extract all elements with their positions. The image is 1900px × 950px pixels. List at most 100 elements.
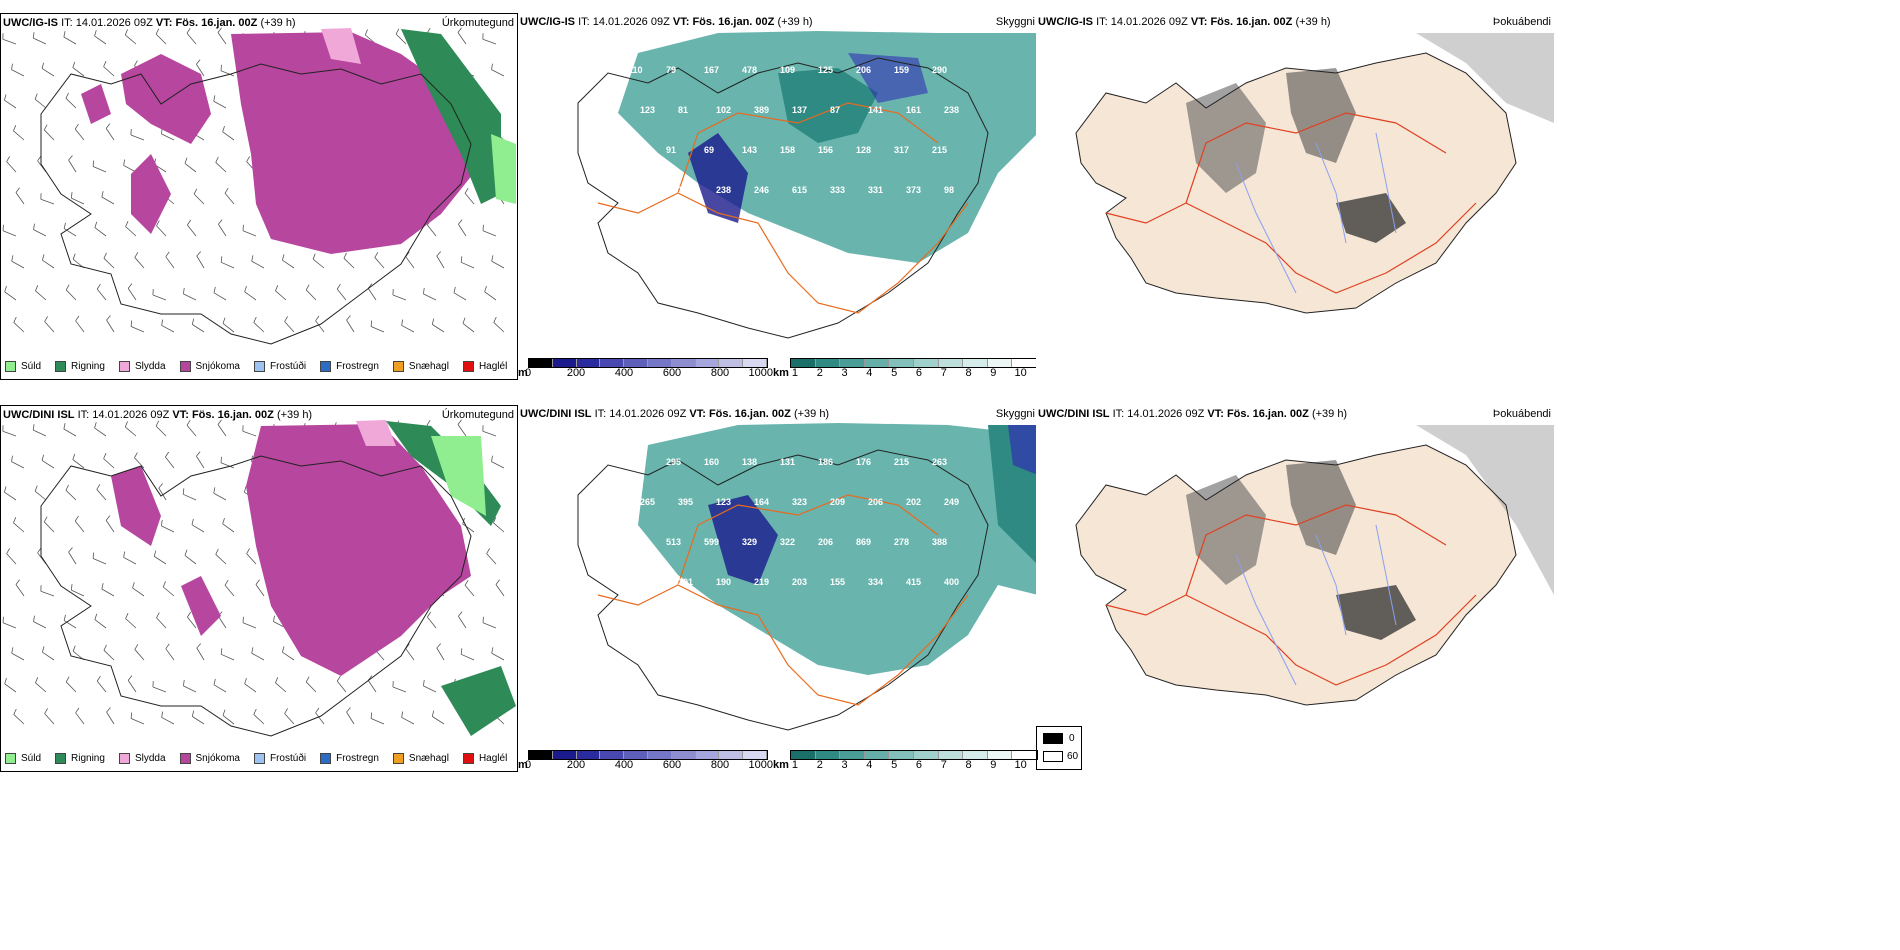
road-network — [597, 494, 969, 706]
wind-barb-feather — [130, 320, 133, 327]
wind-barb-feather — [68, 547, 73, 553]
product-title: Þokuábendi — [1492, 408, 1551, 420]
wind-barb — [432, 716, 445, 725]
wind-barb — [464, 585, 475, 597]
visibility-value-label: 160 — [704, 457, 719, 467]
wind-barb — [155, 33, 167, 45]
wind-barb-feather — [312, 253, 316, 260]
wind-barb — [71, 589, 85, 597]
wind-barb — [96, 680, 107, 693]
cloud-legend: 0 60 — [1036, 726, 1082, 770]
visibility-value-label: 599 — [704, 537, 719, 547]
product-title: Úrkomutegund — [441, 17, 514, 29]
wind-barb — [284, 321, 295, 333]
wind-barb-feather — [251, 647, 254, 654]
fog-shade — [1286, 68, 1356, 163]
wind-barb — [103, 458, 115, 469]
wind-barb — [35, 682, 47, 693]
wind-barb-feather — [165, 643, 170, 649]
visibility-value-label: 138 — [742, 457, 757, 467]
wind-barb-feather — [191, 518, 194, 525]
wind-barb-feather — [72, 453, 76, 460]
precip-legend: Súld Rigning Slydda Snjókoma Frostúði Fr… — [5, 361, 507, 372]
wind-barb — [312, 258, 325, 269]
low-visibility-area — [778, 68, 878, 143]
wind-barb-feather — [153, 550, 157, 557]
wind-barb — [218, 616, 227, 629]
fog-shade — [1336, 585, 1416, 640]
visibility-value-label: 389 — [754, 105, 769, 115]
snow-area — [246, 424, 471, 676]
fog-shade — [1416, 33, 1554, 123]
wind-barb — [436, 647, 445, 661]
wind-barb — [191, 524, 205, 533]
snow-area — [111, 466, 161, 546]
wind-barb — [130, 134, 145, 141]
wind-barb — [94, 619, 107, 629]
wind-barb-feather — [96, 283, 101, 290]
visibility-colorbar: km 1 2 3 4 5 6 7 8 9 10 — [773, 750, 1038, 772]
wind-barb — [251, 260, 265, 269]
visibility-value-label: 265 — [640, 497, 655, 507]
visibility-value-label: 128 — [856, 145, 871, 155]
snow-area — [231, 32, 481, 254]
rain-area — [441, 666, 516, 736]
wind-barb — [183, 493, 197, 501]
wind-barb-feather — [282, 254, 285, 261]
visibility-value-label: 206 — [856, 65, 871, 75]
wind-barb-feather — [33, 615, 35, 622]
wind-barb-feather — [453, 286, 456, 293]
wind-barb-feather — [218, 219, 223, 225]
wind-barb — [253, 322, 265, 333]
wind-barb-feather — [484, 285, 487, 292]
wind-barb — [42, 259, 55, 269]
wind-barb — [187, 224, 197, 237]
wind-barb-feather — [33, 223, 35, 230]
wind-barb — [65, 97, 77, 109]
wind-barb-feather — [187, 611, 192, 618]
wind-barb — [432, 324, 445, 333]
wind-barb-feather — [124, 29, 128, 36]
visibility-value-label: 249 — [944, 497, 959, 507]
wind-barb-feather — [4, 94, 7, 101]
wind-barb — [41, 460, 55, 469]
wind-barb-feather — [43, 124, 48, 131]
visibility-value-label: 400 — [944, 577, 959, 587]
wind-barb — [94, 427, 107, 437]
wind-barb-feather — [72, 253, 76, 260]
wind-barb — [346, 711, 355, 725]
wind-barb-feather — [70, 192, 73, 199]
iceland-coastline — [1075, 444, 1517, 706]
wind-barb — [96, 489, 107, 501]
visibility-value-label: 159 — [894, 65, 909, 75]
wind-barb — [246, 553, 257, 565]
drizzle-area — [431, 436, 486, 516]
wind-barb — [105, 128, 115, 141]
wind-barb — [13, 322, 25, 333]
low-ceiling-area — [848, 53, 928, 103]
visibility-map: 250 295 160 138 131 186 176 215 263 265 395 123 164 3… — [577, 423, 1038, 731]
product-title: Skyggni — [995, 16, 1035, 28]
visibility-ticks: 1 2 3 4 5 6 7 8 9 10 — [791, 367, 1027, 379]
wind-barb-feather — [130, 712, 133, 719]
wind-barb — [401, 325, 415, 333]
legend-item-snow-grains: Snæhagl — [392, 753, 449, 764]
visibility-value-label: 331 — [868, 185, 883, 195]
wind-barb — [13, 130, 25, 141]
wind-barb — [125, 34, 137, 45]
wind-barb — [244, 291, 257, 301]
wind-barb — [184, 163, 197, 173]
wind-barb-feather — [103, 252, 107, 259]
wind-barb-feather — [305, 676, 310, 683]
rivers — [1235, 524, 1397, 686]
wind-barb — [491, 260, 505, 269]
wind-barb — [33, 37, 47, 45]
wind-barb-feather — [401, 319, 404, 326]
wind-barb — [222, 323, 235, 333]
wind-barb-feather — [213, 95, 216, 102]
wind-barb — [282, 259, 295, 269]
fog-shade — [1286, 460, 1356, 555]
wind-barb-feather — [103, 60, 107, 67]
visibility-value-label: 295 — [666, 457, 681, 467]
wind-barb-feather — [275, 285, 279, 291]
